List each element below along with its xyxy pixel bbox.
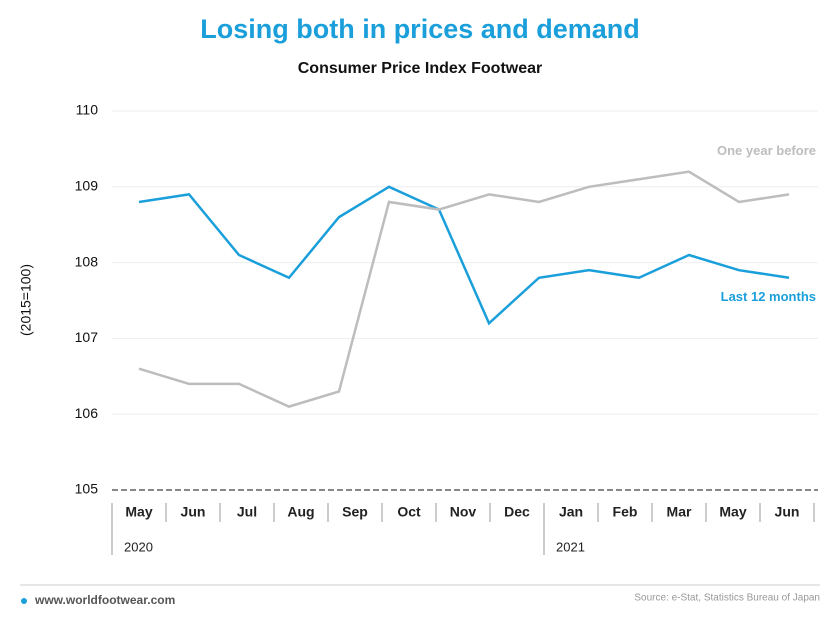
x-tick-label: Jan xyxy=(559,504,583,520)
x-tick-label: Oct xyxy=(397,504,421,520)
x-tick-label: Mar xyxy=(667,504,692,520)
x-tick-label: Jul xyxy=(237,504,257,520)
y-tick-label: 105 xyxy=(75,481,99,497)
y-tick-label: 106 xyxy=(75,405,99,421)
y-tick-label: 109 xyxy=(75,178,99,194)
y-axis-label: (2015=100) xyxy=(18,264,34,336)
y-tick-label: 108 xyxy=(75,253,99,269)
x-tick-label: Aug xyxy=(287,504,314,520)
x-tick-label: Sep xyxy=(342,504,368,520)
y-tick-label: 107 xyxy=(75,329,99,345)
series-label: Last 12 months xyxy=(721,289,816,304)
footer-site: www.worldfootwear.com xyxy=(34,593,175,607)
footer-source: Source: e-Stat, Statistics Bureau of Jap… xyxy=(634,593,820,604)
x-tick-label: Jun xyxy=(775,504,800,520)
series-line xyxy=(138,170,790,408)
x-tick-label: Dec xyxy=(504,504,530,520)
chart-title: Losing both in prices and demand xyxy=(200,14,640,44)
series-label: One year before xyxy=(717,143,816,158)
year-label: 2020 xyxy=(124,539,153,554)
x-tick-label: May xyxy=(125,504,152,520)
footer-dot xyxy=(21,598,27,604)
x-tick-label: Nov xyxy=(450,504,477,520)
x-tick-label: Feb xyxy=(613,504,638,520)
series-line xyxy=(138,185,790,326)
chart-subtitle: Consumer Price Index Footwear xyxy=(298,60,543,77)
y-tick-label: 110 xyxy=(76,102,99,118)
x-tick-label: May xyxy=(719,504,746,520)
year-label: 2021 xyxy=(556,539,585,554)
x-tick-label: Jun xyxy=(181,504,206,520)
